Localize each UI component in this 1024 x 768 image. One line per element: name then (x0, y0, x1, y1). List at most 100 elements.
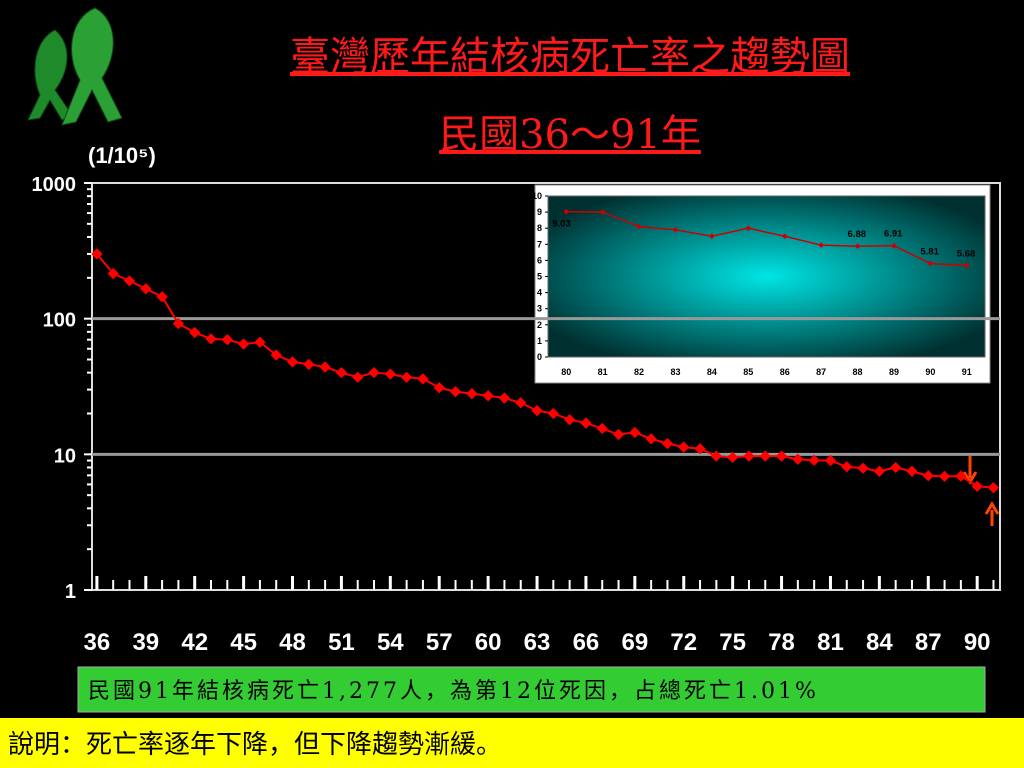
y-tick-label: 9 (537, 207, 542, 217)
marker (955, 470, 967, 482)
marker (384, 368, 396, 380)
marker (563, 414, 576, 426)
marker (482, 390, 494, 402)
x-tick-label: 39 (132, 629, 159, 656)
marker (645, 433, 657, 445)
x-tick-label: 72 (670, 629, 697, 656)
marker (303, 358, 315, 371)
x-tick-label: 87 (915, 629, 942, 656)
marker (515, 397, 527, 409)
x-tick-label: 80 (561, 367, 571, 377)
marker (694, 443, 706, 455)
marker (449, 385, 462, 398)
x-tick-label: 84 (707, 367, 717, 377)
marker (352, 371, 364, 383)
marker (743, 450, 755, 462)
marker (417, 373, 429, 385)
marker (335, 366, 348, 379)
marker (319, 361, 331, 373)
y-tick-label: 0 (537, 352, 542, 362)
marker (636, 223, 642, 230)
marker (781, 233, 788, 240)
value-label: 5.68 (957, 249, 976, 260)
marker (400, 371, 413, 383)
marker (710, 450, 723, 462)
x-tick-label: 42 (181, 629, 208, 656)
x-tick-label: 69 (621, 629, 648, 656)
footer-bar (0, 718, 1024, 768)
marker (726, 451, 739, 464)
marker (818, 242, 824, 248)
marker (156, 291, 168, 303)
marker (466, 388, 478, 400)
marker (140, 283, 152, 295)
x-tick-label: 75 (719, 629, 746, 656)
y-tick-label: 10 (532, 191, 542, 201)
y-tick-label: 8 (537, 223, 542, 233)
value-label: 6.91 (884, 229, 903, 240)
x-tick-label: 36 (84, 629, 111, 656)
marker (368, 366, 380, 379)
y-tick-label: 100 (43, 310, 76, 332)
x-tick-label: 83 (670, 367, 680, 377)
marker (563, 208, 570, 215)
y-tick-label: 7 (537, 239, 542, 249)
marker (854, 243, 861, 250)
marker (891, 242, 897, 249)
x-tick-label: 89 (889, 367, 899, 377)
marker (792, 453, 804, 465)
marker (759, 450, 771, 462)
x-tick-label: 88 (853, 367, 863, 377)
x-tick-label: 90 (925, 367, 935, 377)
x-tick-label: 85 (743, 367, 753, 377)
marker (857, 462, 869, 474)
marker (599, 209, 606, 215)
x-tick-label: 90 (964, 629, 991, 656)
x-tick-label: 45 (230, 629, 257, 656)
x-tick-label: 84 (866, 629, 893, 656)
x-tick-label: 51 (328, 629, 355, 656)
marker (580, 417, 592, 429)
marker (629, 426, 641, 439)
subtitle: 民國36～91年 (439, 112, 701, 158)
marker (612, 428, 625, 441)
x-tick-label: 54 (377, 629, 404, 656)
marker (841, 461, 853, 473)
ribbons (27, 7, 123, 126)
x-tick-label: 81 (817, 629, 844, 656)
value-label: 5.81 (920, 246, 939, 257)
x-tick-label: 87 (816, 367, 826, 377)
title: 臺灣歷年結核病死亡率之趨勢圖 (290, 34, 850, 80)
marker (189, 326, 201, 339)
x-tick-label: 48 (279, 629, 306, 656)
line (566, 210, 967, 267)
marker (938, 470, 951, 483)
marker (531, 404, 543, 417)
marker (890, 461, 902, 474)
marker (286, 356, 299, 368)
x-tick-label: 66 (573, 629, 600, 656)
note: 民國91年結核病死亡1,277人，為第12位死因，占總死亡1.01% (88, 679, 819, 704)
x-tick-label: 81 (598, 367, 608, 377)
marker (498, 392, 511, 404)
note-box (77, 666, 986, 713)
y-tick-label: 10 (54, 445, 76, 467)
marker (824, 454, 837, 467)
marker (963, 262, 970, 269)
marker (808, 454, 820, 467)
marker (873, 465, 886, 477)
marker (672, 226, 679, 233)
marker (927, 260, 934, 267)
marker (237, 338, 250, 350)
marker (775, 450, 788, 462)
marker (661, 437, 674, 450)
y-tick-label: 5 (537, 272, 542, 282)
marker (596, 422, 608, 435)
marker (123, 275, 136, 287)
y-tick-label: 6 (537, 255, 542, 265)
marker (172, 317, 185, 330)
